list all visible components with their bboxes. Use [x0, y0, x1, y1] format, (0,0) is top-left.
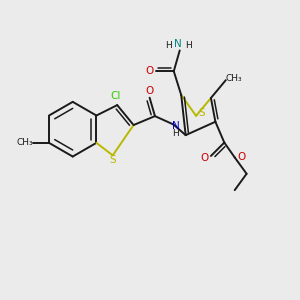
Text: N: N: [172, 121, 180, 131]
Text: CH₃: CH₃: [226, 74, 242, 83]
Text: O: O: [145, 86, 153, 96]
Text: Cl: Cl: [110, 91, 121, 100]
Text: H: H: [165, 41, 172, 50]
Text: N: N: [174, 39, 182, 49]
Text: O: O: [200, 153, 208, 163]
Text: S: S: [198, 108, 205, 118]
Text: H: H: [185, 40, 191, 50]
Text: H: H: [172, 129, 179, 138]
Text: S: S: [110, 155, 116, 165]
Text: O: O: [145, 66, 154, 76]
Text: CH₃: CH₃: [16, 138, 33, 147]
Text: O: O: [237, 152, 245, 162]
